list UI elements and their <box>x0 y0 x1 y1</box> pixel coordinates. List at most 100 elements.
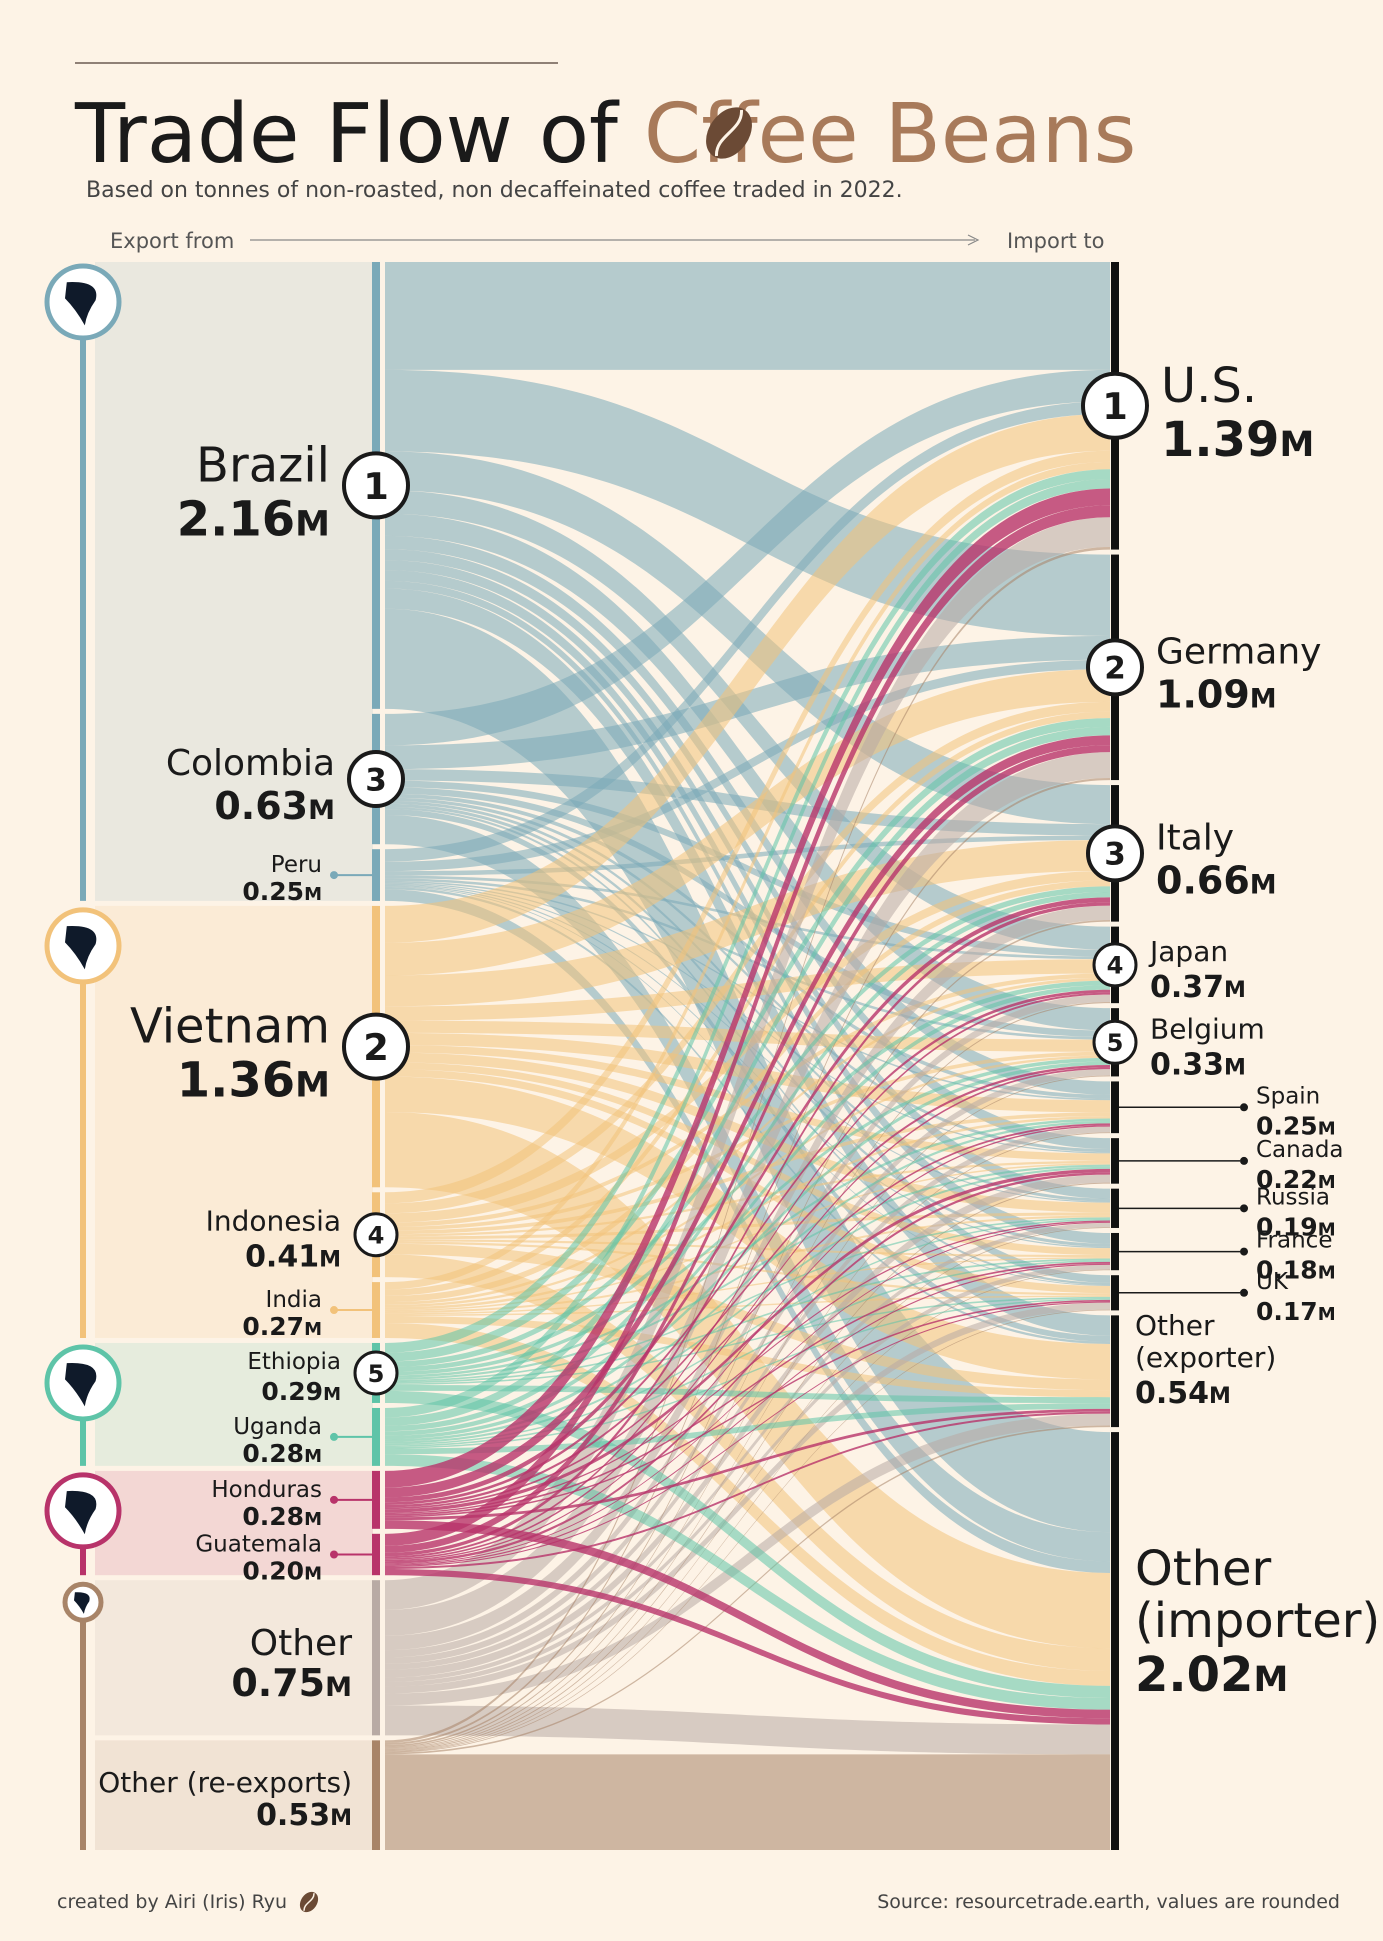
source-value-uganda: 0.28M <box>242 1439 322 1468</box>
flow-uganda-to-italy <box>385 891 1110 1432</box>
flow-uganda-to-japan <box>385 985 1110 1436</box>
flow-other-re-exports-to-belgium <box>385 1075 1110 1749</box>
flow-india-to-russia <box>385 1215 1110 1314</box>
flow-guatemala-to-spain <box>385 1125 1110 1562</box>
source-name-honduras: Honduras <box>211 1477 322 1503</box>
flow-peru-to-germany <box>385 659 1110 872</box>
flow-other-re-exports-to-russia <box>385 1227 1110 1752</box>
flow-honduras-to-italy <box>385 897 1110 1503</box>
source-bar-india <box>372 1282 380 1338</box>
flow-guatemala-to-japan <box>385 992 1110 1559</box>
target-dot-france <box>1240 1247 1248 1256</box>
target-value-belgium: 0.33M <box>1150 1047 1246 1082</box>
flow-india-to-italy <box>385 880 1110 1303</box>
target-rank-germany-number: 2 <box>1104 651 1126 687</box>
source-text: Source: resourcetrade.earth, values are … <box>877 1891 1340 1913</box>
target-bar-spain <box>1111 1081 1119 1134</box>
flow-ethiopia-to-france <box>385 1258 1110 1384</box>
flow-guatemala-to-italy <box>385 902 1110 1557</box>
target-value-uk: 0.17M <box>1256 1297 1336 1326</box>
flow-india-to-spain <box>385 1116 1110 1310</box>
target-bar-france <box>1111 1232 1119 1271</box>
flow-honduras-to-belgium <box>385 1064 1110 1508</box>
flow-guatemala-to-france <box>385 1263 1110 1566</box>
source-dot-guatemala <box>330 1550 338 1559</box>
flow-uganda-to-uk <box>385 1298 1110 1449</box>
flow-other-re-exports-to-italy <box>385 919 1110 1747</box>
flow-ethiopia-to-other-importer <box>385 1390 1110 1698</box>
flow-indonesia-to-uk <box>385 1241 1110 1296</box>
flow-indonesia-to-germany <box>385 701 1110 1214</box>
flow-brazil-to-u-s <box>385 262 1110 370</box>
target-bar-uk <box>1111 1275 1119 1311</box>
target-name-italy: Italy <box>1156 817 1234 858</box>
flow-indonesia-to-other-importer <box>385 1254 1110 1671</box>
flow-india-to-germany <box>385 711 1110 1296</box>
target-dot-spain <box>1240 1103 1248 1112</box>
source-bar-peru <box>372 849 380 901</box>
central-america-map-icon <box>65 1490 97 1535</box>
flow-vietnam-to-u-s <box>385 413 1110 943</box>
subtitle: Based on tonnes of non-roasted, non deca… <box>86 178 903 203</box>
flow-indonesia-to-italy <box>385 870 1110 1223</box>
flow-other-to-russia <box>385 1222 1110 1682</box>
source-name-uganda: Uganda <box>233 1414 322 1440</box>
flow-honduras-to-japan <box>385 989 1110 1506</box>
source-value-brazil: 2.16M <box>177 491 330 547</box>
target-value-italy: 0.66M <box>1156 858 1277 902</box>
source-bar-other-re-exports <box>372 1740 380 1850</box>
flow-colombia-to-germany <box>385 635 1110 770</box>
flow-colombia-to-canada <box>385 797 1110 1153</box>
flow-brazil-to-belgium <box>385 513 1110 1031</box>
source-value-guatemala: 0.20M <box>242 1557 322 1586</box>
flow-indonesia-to-spain <box>385 1112 1110 1235</box>
flow-india-to-other-exporter <box>385 1315 1110 1398</box>
flow-other-to-other-exporter <box>385 1413 1110 1706</box>
flow-guatemala-to-u-s <box>385 505 1110 1546</box>
source-value-peru: 0.25M <box>242 877 322 906</box>
source-value-other-re-exports: 0.53M <box>256 1798 352 1833</box>
source-bar-uganda <box>372 1407 380 1466</box>
source-value-other: 0.75M <box>231 1661 352 1705</box>
direction-arrow-head <box>967 234 980 246</box>
flow-honduras-to-germany <box>385 735 1110 1498</box>
source-rank-colombia <box>347 750 405 809</box>
title-part2-prefix: C <box>644 87 701 182</box>
flow-other-re-exports-to-u-s <box>385 546 1110 1743</box>
flow-guatemala-to-belgium <box>385 1067 1110 1560</box>
source-value-honduras: 0.28M <box>242 1502 322 1531</box>
region-markers <box>44 263 122 1850</box>
page-title: Trade Flow of Cffee Beans <box>74 87 1136 182</box>
import-to-label: Import to <box>1007 229 1104 253</box>
flow-other-to-germany <box>385 752 1110 1636</box>
source-name-guatemala: Guatemala <box>195 1532 322 1558</box>
credit-text: created by Airi (Iris) Ryu <box>57 1891 287 1913</box>
flow-uganda-to-france <box>385 1260 1110 1448</box>
source-bar-other <box>372 1580 380 1736</box>
flow-vietnam-to-russia <box>385 1052 1110 1213</box>
target-name-russia: Russia <box>1256 1184 1330 1210</box>
target-name-u-s: U.S. <box>1161 358 1257 414</box>
flow-vietnam-to-canada <box>385 1045 1110 1161</box>
source-value-ethiopia: 0.29M <box>261 1377 341 1406</box>
source-name-india: India <box>266 1287 322 1313</box>
flow-guatemala-to-other-importer <box>385 1569 1110 1725</box>
source-region-bands <box>95 262 373 1850</box>
target-rank-japan <box>1092 942 1138 988</box>
export-from-label: Export from <box>110 229 234 253</box>
source-bar-guatemala <box>372 1533 380 1576</box>
flow-colombia-to-u-s <box>385 369 1110 746</box>
flow-guatemala-to-russia <box>385 1221 1110 1565</box>
flow-colombia-to-japan <box>385 780 1110 957</box>
flow-brazil-to-russia <box>385 560 1110 1199</box>
flow-india-to-canada <box>385 1163 1110 1312</box>
source-name-indonesia: Indonesia <box>206 1205 341 1238</box>
target-bar-russia <box>1111 1188 1119 1228</box>
target-rank-belgium-number: 5 <box>1107 1029 1124 1057</box>
source-value-india: 0.27M <box>242 1312 322 1341</box>
flow-india-to-other-importer <box>385 1323 1110 1686</box>
flow-other-re-exports-to-germany <box>385 777 1110 1746</box>
source-rank-indonesia <box>353 1212 399 1258</box>
asia-map-icon <box>65 925 97 970</box>
